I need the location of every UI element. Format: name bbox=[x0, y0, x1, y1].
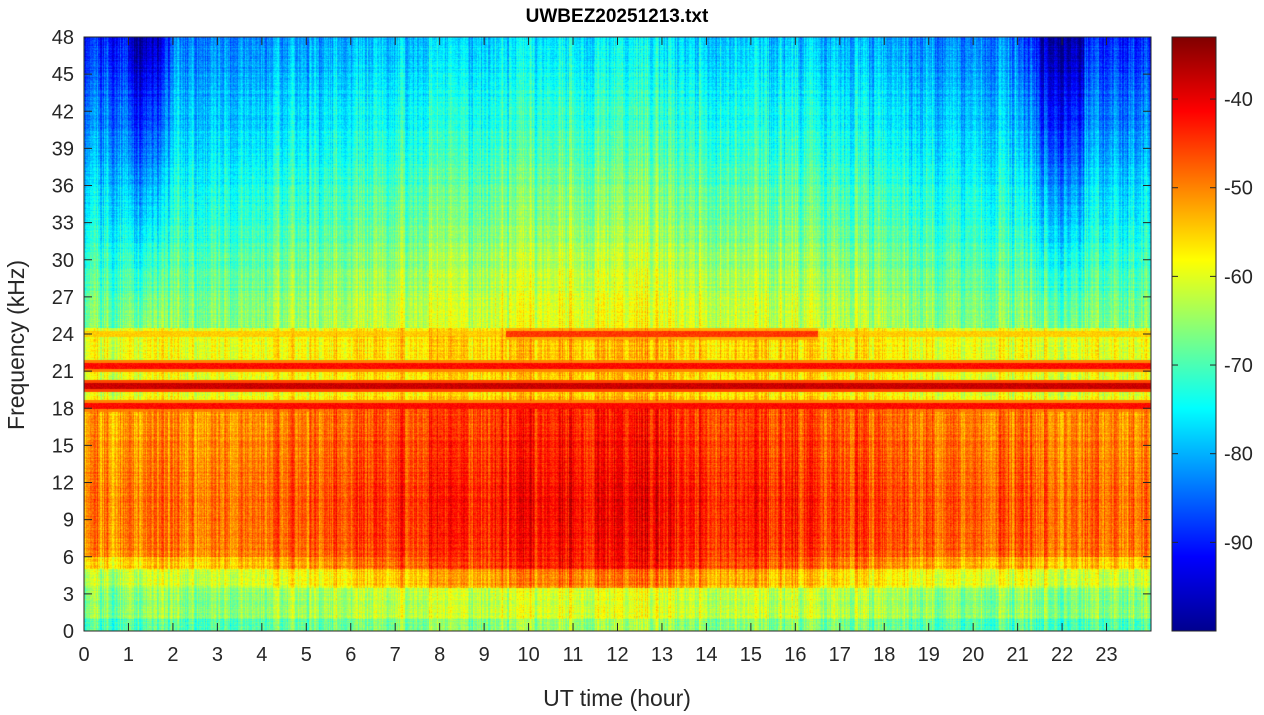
y-tick-label: 33 bbox=[52, 213, 74, 235]
y-tick-label: 39 bbox=[52, 138, 74, 160]
x-tick-label: 5 bbox=[301, 644, 312, 666]
colorbar-tick-label: -40 bbox=[1224, 89, 1253, 111]
x-tick-label: 3 bbox=[212, 644, 223, 666]
x-tick-label: 12 bbox=[606, 644, 628, 666]
x-tick-label: 7 bbox=[390, 644, 401, 666]
y-tick-label: 45 bbox=[52, 64, 74, 86]
x-tick-label: 8 bbox=[434, 644, 445, 666]
x-tick-label: 2 bbox=[167, 644, 178, 666]
y-tick-label: 9 bbox=[63, 510, 74, 532]
x-tick-label: 4 bbox=[256, 644, 267, 666]
y-tick-label: 12 bbox=[52, 473, 74, 495]
x-axis-label: UT time (hour) bbox=[543, 685, 691, 711]
y-tick-label: 30 bbox=[52, 250, 74, 272]
x-tick-label: 6 bbox=[345, 644, 356, 666]
x-tick-label: 22 bbox=[1051, 644, 1073, 666]
x-tick-label: 19 bbox=[918, 644, 940, 666]
colorbar-tick-label: -80 bbox=[1224, 444, 1253, 466]
chart-title: UWBEZ20251213.txt bbox=[526, 6, 709, 27]
x-tick-label: 13 bbox=[651, 644, 673, 666]
x-tick-label: 21 bbox=[1007, 644, 1029, 666]
y-tick-label: 18 bbox=[52, 398, 74, 420]
x-tick-label: 11 bbox=[563, 644, 584, 666]
y-tick-label: 42 bbox=[52, 101, 74, 123]
heatmap-image bbox=[84, 37, 1151, 631]
plot-area bbox=[83, 36, 1152, 632]
y-tick-label: 0 bbox=[63, 621, 74, 643]
colorbar-tick-label: -70 bbox=[1224, 355, 1253, 377]
y-tick-label: 48 bbox=[52, 27, 74, 49]
x-axis: 0 1 2 3 4 5 6 7 8 9 10 11 12 13 14 15 16 17 18 19 20 21 22 23 bbox=[78, 37, 1118, 666]
colorbar-tick-label: -60 bbox=[1224, 266, 1253, 288]
colorbar-tick-label: -50 bbox=[1224, 178, 1253, 200]
colorbar-gradient bbox=[1171, 36, 1217, 632]
x-tick-label: 17 bbox=[829, 644, 851, 666]
y-tick-label: 24 bbox=[52, 324, 74, 346]
x-tick-label: 0 bbox=[78, 644, 89, 666]
y-tick-label: 15 bbox=[52, 435, 74, 457]
x-tick-label: 14 bbox=[695, 644, 717, 666]
x-tick-label: 20 bbox=[962, 644, 984, 666]
y-tick-label: 27 bbox=[52, 287, 74, 309]
y-tick-label: 6 bbox=[63, 547, 74, 569]
x-tick-label: 1 bbox=[123, 644, 134, 666]
x-tick-label: 15 bbox=[740, 644, 762, 666]
x-tick-label: 23 bbox=[1095, 644, 1117, 666]
x-tick-label: 16 bbox=[784, 644, 806, 666]
y-tick-label: 36 bbox=[52, 176, 74, 198]
y-axis-label: Frequency (kHz) bbox=[3, 260, 29, 430]
x-tick-label: 9 bbox=[479, 644, 490, 666]
x-tick-label: 10 bbox=[517, 644, 539, 666]
y-tick-label: 21 bbox=[52, 361, 74, 383]
colorbar-tick-label: -90 bbox=[1224, 532, 1253, 554]
x-tick-label: 18 bbox=[873, 644, 895, 666]
y-tick-label: 3 bbox=[63, 584, 74, 606]
colorbar: -90 -80 -70 -60 -50 -40 bbox=[1171, 36, 1253, 632]
